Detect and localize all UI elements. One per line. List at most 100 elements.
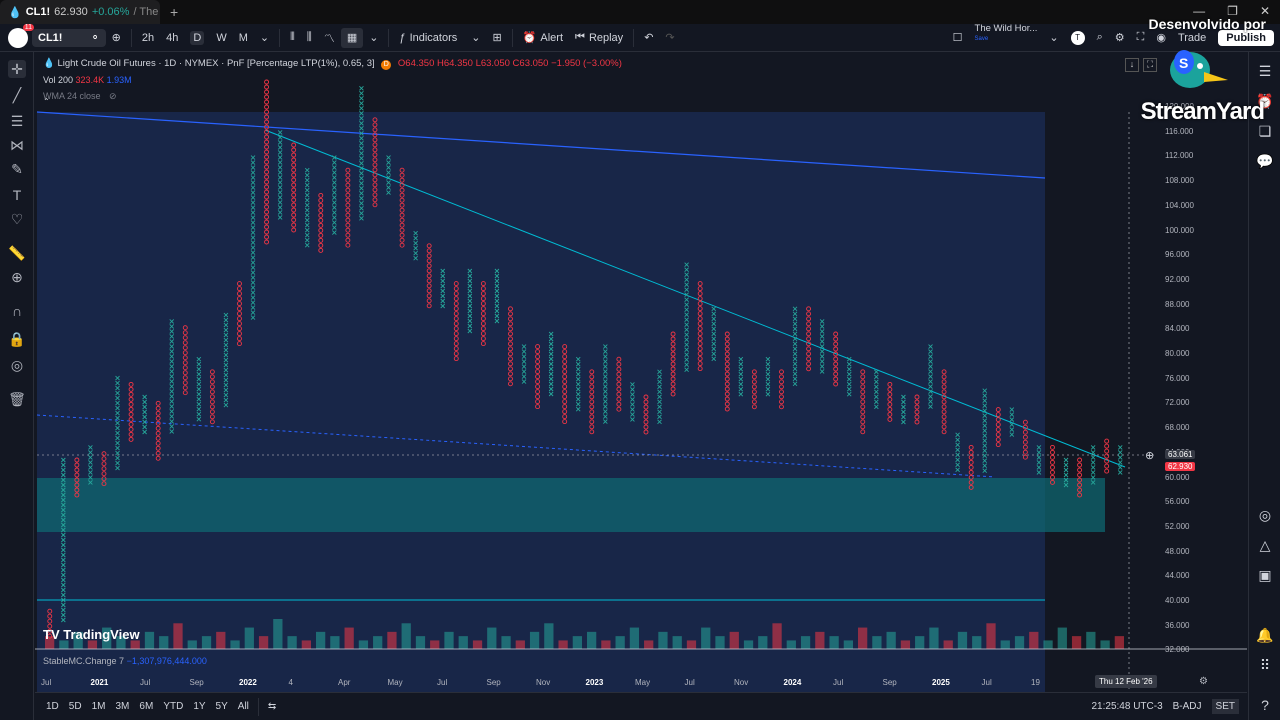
pnf-chart[interactable]: ⌃ [35,52,1247,692]
clock-label[interactable]: 21:25:48 UTC-3 [1091,701,1163,712]
date-range-icon[interactable]: ⇆ [267,701,277,712]
pnf-chart-icon[interactable]: ▦ [340,27,364,48]
zoom-in-icon[interactable]: ⊕ [11,269,23,285]
trash-icon[interactable]: 🗑 [8,391,26,407]
pnf-o-box [616,391,622,397]
snapshot-camera-icon[interactable]: ◉ [1156,32,1166,44]
volume-bar [558,640,568,649]
close-window-icon[interactable]: ✕ [1259,4,1270,18]
target-icon[interactable]: ◎ [1258,507,1272,523]
new-tab-icon[interactable]: + [170,4,179,20]
range-5d[interactable]: 5D [68,701,82,712]
range-1d[interactable]: 1D [46,701,59,712]
candles-icon[interactable]: ⫼ [306,31,312,43]
dashed-trend-line[interactable] [36,414,996,478]
avatar[interactable]: 11 [8,23,34,48]
browser-tab[interactable]: 💧 CL1! 62.930 +0.06% / The W... ✕ [0,0,160,24]
trade-button[interactable]: Trade [1177,31,1207,44]
interval-m[interactable]: M [238,31,248,44]
add-alert-plus-icon[interactable]: ⊕ [1145,450,1155,462]
adjustment-label[interactable]: B-ADJ [1172,701,1202,712]
range-all[interactable]: All [237,701,249,712]
eye-icon[interactable]: ◎ [10,357,24,373]
fib-retracement-icon[interactable]: ☰ [10,113,24,129]
pnf-o-box [1104,448,1110,454]
chart-type-dropdown-icon[interactable]: ⌄ [369,32,379,44]
layout-name[interactable]: The Wild Hor... Save [969,23,1044,52]
range-6m[interactable]: 6M [139,701,154,712]
maximize-pane-icon[interactable]: ⛶ [1143,58,1157,72]
ideas-icon[interactable]: △ [1259,537,1271,553]
minimize-icon[interactable]: — [1193,4,1206,18]
apps-grid-icon[interactable]: ⠿ [1259,657,1271,673]
interval-d[interactable]: D [184,24,210,52]
alerts-clock-icon[interactable]: ⏰ [1256,93,1274,109]
patterns-icon[interactable]: ⋈ [10,137,24,153]
pnf-o-box [291,227,297,233]
time-axis-settings-icon[interactable]: ⚙ [1199,676,1208,687]
magnet-icon[interactable]: ∩ [11,303,23,319]
pnf-x-box [359,125,364,131]
alert-button[interactable]: ⏰ Alert [517,24,569,52]
maximize-icon[interactable]: ❐ [1227,4,1238,18]
watchlist-icon[interactable]: ☰ [1258,63,1272,79]
pnf-x-box [304,237,310,243]
range-3m[interactable]: 3M [115,701,130,712]
trend-line[interactable] [264,129,1126,468]
range-1m[interactable]: 1M [91,701,106,712]
range-ytd[interactable]: YTD [163,701,184,712]
brush-icon[interactable]: ✎ [11,161,23,177]
layers-icon[interactable]: ❏ [1258,123,1272,139]
interval-dropdown-icon[interactable]: ⌄ [259,32,270,44]
time-axis[interactable]: Thu 12 Feb '26 ⚙ Jul 2021 Jul Sep 2022 4 Apr Ma… [35,674,1247,692]
fullscreen-icon[interactable]: ⛶ [1136,31,1145,43]
collapse-arrow-icon[interactable]: ⌃ [43,97,50,106]
chart-pane[interactable]: ⌃ 💧 Light Crude Oil Futures · 1D · NYMEX… [35,52,1247,692]
replay-button[interactable]: ⏮ Replay [569,24,629,52]
interval-w[interactable]: W [216,31,227,44]
volume-bar [1114,636,1124,649]
undo-icon[interactable]: ↶ [644,32,654,44]
trend-line-icon[interactable]: ╱ [12,87,22,103]
layout-dropdown-icon[interactable]: ⌄ [1049,32,1059,44]
range-rectangle[interactable] [37,112,1045,692]
notifications-bell-icon[interactable]: 🔔 [1256,627,1274,643]
calendar-icon[interactable]: ▣ [1258,567,1272,583]
pnf-o-box [968,484,974,490]
ruler-icon[interactable]: 📏 [8,245,26,261]
help-icon[interactable]: ? [1261,697,1269,713]
chat-icon[interactable]: 💬 [1256,153,1274,169]
crosshair-cursor-icon[interactable]: ✛ [8,60,26,78]
symbol-input[interactable]: CL1! [38,31,63,44]
compare-icon[interactable]: ⚬ [90,32,100,44]
add-symbol-icon[interactable]: ⊕ [111,32,121,44]
pnf-o-box [914,419,920,425]
redo-icon[interactable]: ↷ [665,32,675,44]
scroll-down-icon[interactable]: ↓ [1125,58,1139,72]
range-5y[interactable]: 5Y [215,701,228,712]
resistance-line[interactable] [36,111,1046,179]
interval-2h[interactable]: 2h [141,31,155,44]
range-1y[interactable]: 1Y [193,701,206,712]
settings-gear-icon[interactable]: ⚙ [1114,32,1125,44]
templates-icon[interactable]: ⊞ [492,32,502,44]
interval-4h[interactable]: 4h [166,31,179,44]
text-tool-icon[interactable]: T [12,187,22,203]
indicators-button[interactable]: ƒ Indicators ⌄ [393,24,486,52]
bar-style-icon[interactable]: ⫴ [290,31,295,43]
quick-search-icon[interactable]: ⌕ [1096,31,1103,43]
layout-checkbox-icon[interactable]: ☐ [952,32,963,44]
session-label[interactable]: SET [1211,699,1239,714]
price-axis[interactable]: 120.000 116.000 112.000 108.000 104.000 100.0… [1157,52,1247,692]
pnf-x-box [304,177,310,183]
eye-hidden-icon[interactable]: ⊘ [109,91,117,101]
lock-icon[interactable]: 🔒 [8,331,26,347]
symbol-search[interactable]: CL1! ⚬ [32,28,106,47]
support-zone[interactable] [37,478,1105,532]
volume-bar [601,640,611,649]
heart-icon[interactable]: ♡ [10,211,24,227]
layout-menu-icon[interactable]: T [1065,24,1091,52]
pnf-o-box [1104,438,1110,444]
publish-button[interactable]: Publish [1212,24,1280,52]
line-chart-icon[interactable]: 〽 [323,32,335,45]
